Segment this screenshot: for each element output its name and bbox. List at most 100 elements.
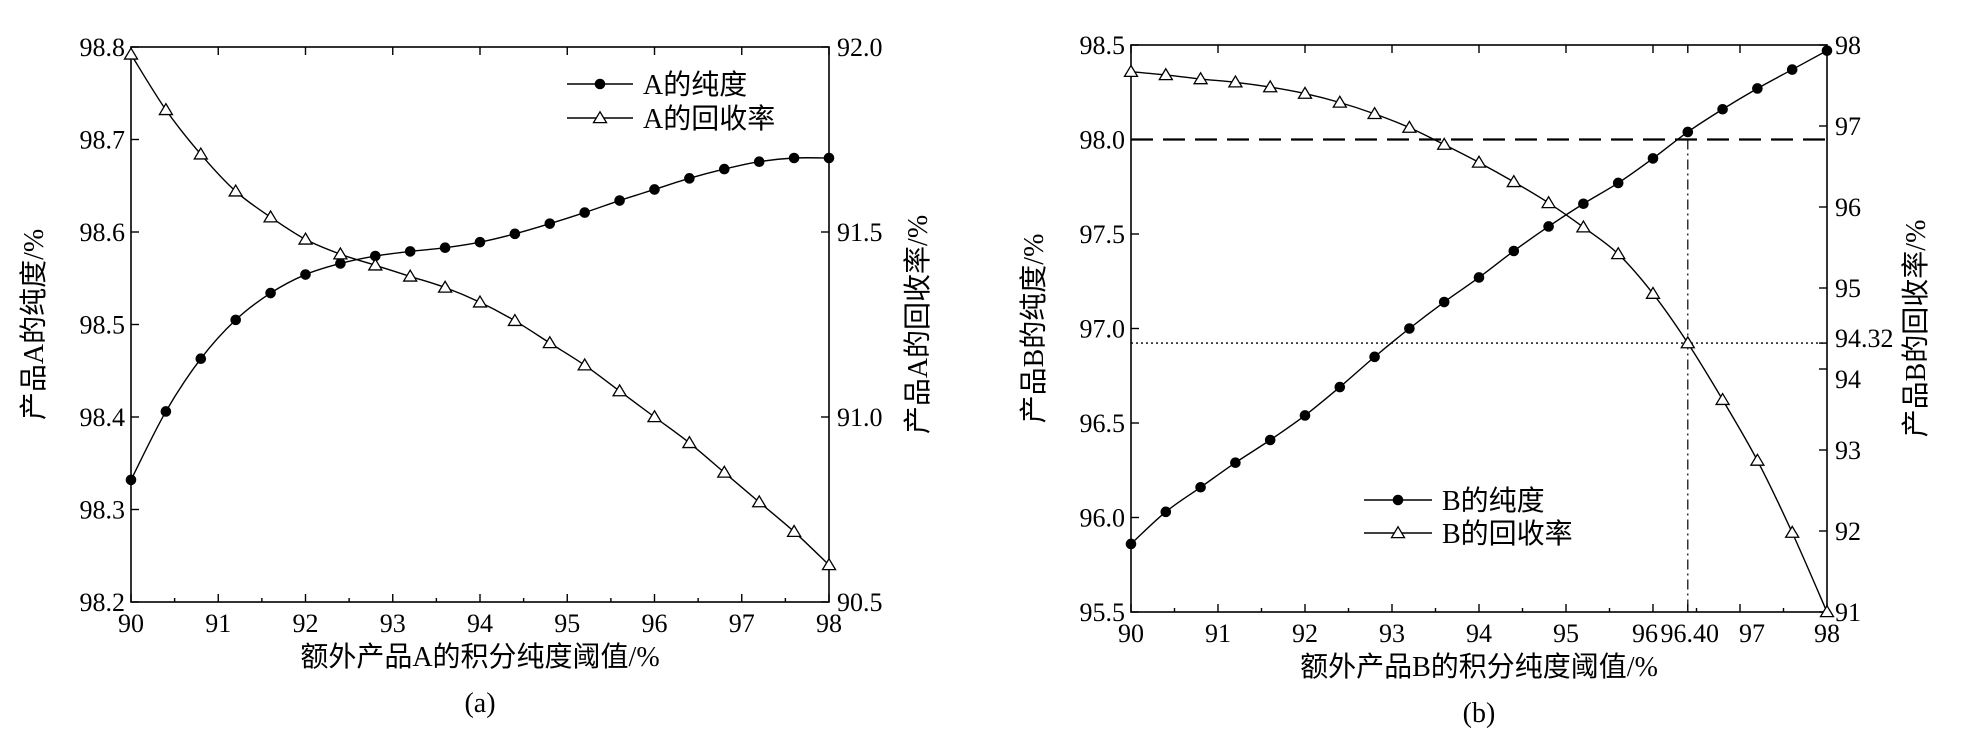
data-point-series-2 — [1610, 246, 1626, 260]
data-point-series-2 — [1192, 71, 1209, 85]
y-left-axis-title: 产品B的纯度/% — [1018, 234, 1050, 424]
data-point-series-1 — [1682, 126, 1694, 138]
data-point-series-1 — [1647, 153, 1659, 164]
data-point-series-1 — [1264, 434, 1276, 446]
data-point-series-1 — [300, 269, 311, 280]
x-tick-label: 98 — [1814, 619, 1840, 648]
data-point-series-1 — [1160, 506, 1172, 518]
y-left-tick-label: 96.5 — [1080, 409, 1126, 438]
data-point-series-2 — [542, 335, 558, 349]
series-line-1 — [1130, 50, 1828, 545]
data-point-series-1 — [1125, 538, 1137, 550]
data-point-series-1 — [719, 163, 730, 175]
y-right-tick-label: 91 — [1835, 598, 1861, 627]
y-right-tick-label: 91.0 — [837, 403, 883, 432]
data-point-series-2 — [1645, 286, 1661, 299]
data-point-series-1 — [823, 152, 835, 164]
x-tick-label: 95 — [1553, 619, 1579, 648]
data-point-series-2 — [1262, 79, 1278, 93]
data-point-series-2 — [1506, 174, 1522, 188]
data-point-series-1 — [579, 207, 591, 218]
chart-panel-a: 90 91 92 93 94 95 96 97 98 98.2 98.3 98.4 98.5 98.6 98… — [18, 33, 934, 719]
data-point-series-2 — [1158, 67, 1174, 81]
y-right-tick-label: 90.5 — [837, 588, 883, 617]
panel-caption: (b) — [1463, 698, 1496, 729]
legend-label: B的纯度 — [1442, 485, 1545, 517]
y-left-tick-label: 98.3 — [80, 496, 126, 525]
data-point-series-1 — [265, 287, 276, 299]
data-point-series-1 — [614, 195, 625, 206]
y-left-tick-label: 98.5 — [80, 311, 126, 340]
data-point-series-2 — [1680, 335, 1696, 349]
legend-label: A的纯度 — [643, 69, 747, 101]
legend-marker — [592, 110, 608, 124]
data-point-series-1 — [1369, 351, 1380, 363]
y-left-tick-label: 98.7 — [80, 126, 126, 155]
data-point-series-1 — [1230, 457, 1241, 468]
y-right-tick-label: 96 — [1835, 193, 1861, 222]
data-point-series-2 — [577, 357, 593, 371]
data-point-series-2 — [262, 209, 279, 223]
y-right-tick-label: 95 — [1835, 274, 1861, 303]
data-point-series-2 — [297, 231, 314, 245]
data-point-series-2 — [821, 557, 837, 571]
x-tick-label: 96 — [1632, 619, 1658, 648]
data-point-series-2 — [228, 183, 244, 197]
y-right-tick-label: 97 — [1835, 112, 1861, 141]
legend-marker — [594, 78, 606, 90]
legend-marker — [1392, 494, 1404, 506]
y-right-axis-title: 产品A的回收率/% — [902, 215, 934, 434]
y-left-tick-label: 97.0 — [1080, 315, 1126, 344]
y-left-tick-label: 98.4 — [80, 403, 126, 432]
data-point-series-2 — [1749, 453, 1766, 466]
data-point-series-1 — [1334, 381, 1346, 393]
data-point-series-2 — [332, 246, 349, 260]
data-point-series-2 — [472, 294, 488, 308]
x-tick-label: 91 — [205, 609, 231, 638]
data-point-series-1 — [1438, 296, 1450, 308]
x-tick-label: 90 — [1118, 619, 1144, 648]
data-point-series-1 — [788, 152, 800, 164]
legend-label: B的回收率 — [1442, 518, 1573, 550]
data-point-series-2 — [1784, 525, 1800, 538]
data-point-series-1 — [1752, 83, 1763, 94]
y-right-tick-label: 92 — [1835, 517, 1861, 546]
data-point-series-1 — [125, 474, 137, 486]
data-point-series-2 — [1332, 95, 1348, 108]
y-left-tick-label: 97.5 — [1080, 220, 1126, 249]
data-point-series-2 — [1123, 64, 1139, 78]
data-point-series-1 — [753, 156, 765, 167]
y-right-tick-label: 91.5 — [837, 218, 883, 247]
x-tick-label: 98 — [816, 609, 842, 638]
legend-label: A的回收率 — [643, 103, 775, 135]
x-tick-label: 97 — [1739, 619, 1765, 648]
data-point-series-2 — [367, 257, 383, 271]
data-point-series-1 — [684, 173, 695, 184]
x-tick-label: 94 — [467, 609, 493, 638]
data-point-series-2 — [681, 435, 698, 449]
x-tick-label: 92 — [293, 609, 319, 638]
data-point-series-1 — [230, 314, 241, 326]
y-right-axis-title: 产品B的回收率/% — [1900, 220, 1932, 438]
x-tick-label: 94 — [1466, 619, 1492, 648]
data-point-series-2 — [1297, 86, 1313, 99]
data-point-series-1 — [404, 246, 416, 257]
data-point-series-1 — [1299, 410, 1311, 421]
data-point-series-1 — [649, 184, 660, 195]
data-point-series-1 — [160, 406, 172, 417]
x-axis-title: 额外产品B的积分纯度阈值/% — [1300, 651, 1658, 683]
data-point-series-2 — [123, 46, 139, 60]
data-point-series-2 — [1540, 195, 1557, 209]
y-left-axis-title: 产品A的纯度/% — [18, 229, 50, 420]
y-left-tick-label: 96.0 — [1080, 504, 1126, 533]
data-point-series-2 — [437, 280, 453, 293]
data-point-series-1 — [1195, 481, 1206, 493]
data-point-series-2 — [1714, 392, 1731, 406]
data-point-series-1 — [544, 218, 556, 229]
data-point-series-2 — [1401, 120, 1418, 133]
x-tick-label: 92 — [1292, 619, 1318, 648]
data-point-series-1 — [439, 242, 451, 254]
